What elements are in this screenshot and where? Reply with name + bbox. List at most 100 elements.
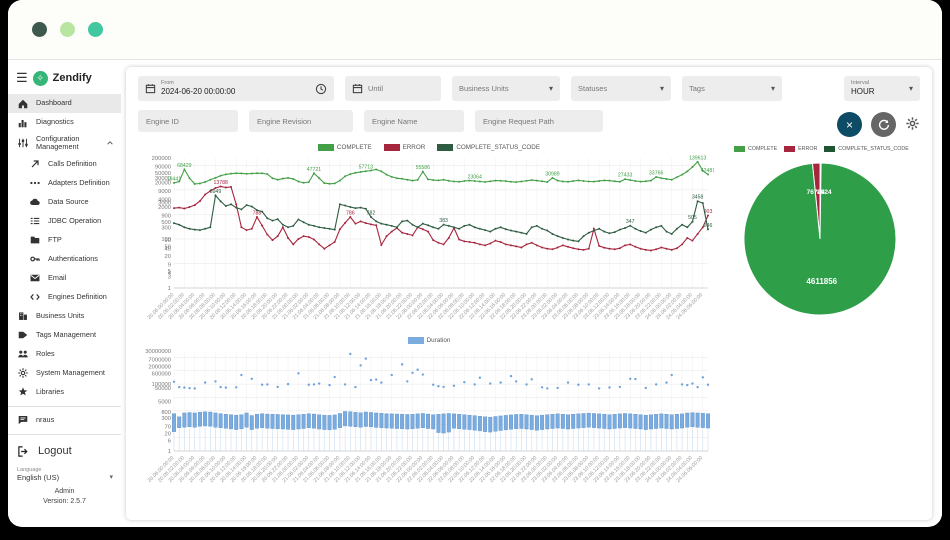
svg-text:246: 246 (704, 223, 713, 229)
engine-name-input[interactable] (364, 110, 464, 132)
sidebar-item-label: FTP (48, 235, 62, 245)
sidebar-item-authentications[interactable]: Authentications (8, 250, 121, 269)
svg-text:50000: 50000 (155, 171, 171, 177)
sidebar-item-tags-management[interactable]: Tags Management (8, 326, 121, 345)
svg-text:9000: 9000 (158, 189, 171, 195)
sidebar-item-adapters-definition[interactable]: Adapters Definition (8, 174, 121, 193)
engine-revision-input[interactable] (249, 110, 353, 132)
engine-id-input[interactable] (138, 110, 238, 132)
tags-select[interactable]: Tags ▾ (682, 76, 782, 101)
home-icon (18, 99, 28, 108)
svg-text:47721: 47721 (307, 167, 322, 173)
language-select[interactable]: Language English (US) ▾ (8, 462, 121, 484)
cloud-icon (30, 198, 40, 206)
menu-icon[interactable]: ☰ (16, 70, 28, 85)
svg-text:383: 383 (439, 218, 448, 224)
app-version: Version: 2.5.7 (43, 498, 86, 506)
sidebar-item-ftp[interactable]: FTP (8, 231, 121, 250)
sidebar-item-libraries[interactable]: Libraries (8, 383, 121, 402)
language-label: Language (17, 466, 42, 473)
settings-gear-button[interactable] (905, 116, 920, 134)
sidebar-item-business-units[interactable]: Business Units (8, 307, 121, 326)
from-datetime-field[interactable]: From 2024-06-20 00:00:00 (138, 76, 334, 101)
sidebar-item-label: Adapters Definition (48, 178, 110, 188)
legend-item-complete_status_code[interactable]: COMPLETE_STATUS_CODE (824, 146, 909, 152)
zendify-logo-icon: ✧ (32, 70, 48, 86)
sidebar-item-label: Email (48, 273, 67, 283)
legend-item-complete[interactable]: COMPLETE (734, 146, 777, 152)
svg-text:20: 20 (165, 254, 171, 260)
until-datetime-field[interactable]: Until (345, 76, 441, 101)
sidebar-item-jdbc-operation[interactable]: JDBC Operation (8, 212, 121, 231)
sidebar-item-calls-definition[interactable]: Calls Definition (8, 155, 121, 174)
sidebar-item-data-source[interactable]: Data Source (8, 193, 121, 212)
svg-text:30000: 30000 (155, 176, 171, 182)
sidebar-item-diagnostics[interactable]: Diagnostics (8, 113, 121, 132)
interval-select[interactable]: Interval HOUR ▾ (844, 76, 920, 101)
clear-filters-button[interactable]: × (837, 112, 862, 137)
legend-item-error[interactable]: ERROR (784, 146, 817, 152)
sidebar-item-label: Dashboard (36, 98, 72, 108)
legend-swatch (383, 143, 400, 151)
logout-button[interactable]: Logout (8, 439, 121, 462)
divider (8, 405, 121, 407)
svg-text:139613: 139613 (689, 155, 706, 161)
sidebar-item-label: System Management (36, 368, 105, 378)
svg-text:786: 786 (346, 210, 355, 216)
sidebar-item-engines-definition[interactable]: Engines Definition (8, 288, 121, 307)
sidebar-item-label: Tags Management (36, 330, 97, 340)
list-icon (30, 218, 40, 225)
sliders-icon (18, 139, 28, 148)
sidebar-item-label: Authentications (48, 254, 98, 264)
svg-text:4: 4 (168, 271, 172, 277)
clock-icon[interactable] (315, 83, 327, 95)
tag-icon (18, 332, 28, 339)
svg-text:7000000: 7000000 (148, 357, 171, 363)
close-icon: × (845, 117, 853, 132)
statuses-select[interactable]: Statuses ▾ (571, 76, 671, 101)
sidebar-item-system-management[interactable]: System Management (8, 364, 121, 383)
dashboard-card: From 2024-06-20 00:00:00 Until Business U… (126, 67, 932, 520)
svg-text:300: 300 (161, 416, 171, 422)
app-name: Zendify (52, 72, 92, 84)
svg-text:9: 9 (168, 263, 171, 269)
refresh-button[interactable] (871, 112, 896, 137)
svg-text:782: 782 (367, 211, 376, 217)
puzzle-icon (18, 387, 28, 396)
business-units-select[interactable]: Business Units ▾ (452, 76, 560, 101)
window-dot-3[interactable] (88, 22, 103, 37)
sidebar-item-label: Engines Definition (48, 292, 107, 302)
sidebar-item-label: Roles (36, 349, 55, 359)
legend-item-complete_status_code[interactable]: COMPLETE_STATUS_CODE (437, 143, 541, 151)
svg-text:3458: 3458 (692, 195, 704, 201)
main-line-chart: 2000009000050000300002000090004000300020… (147, 155, 714, 321)
chevron-up-icon (107, 141, 113, 145)
svg-text:27433: 27433 (618, 173, 633, 179)
window-dot-1[interactable] (32, 22, 47, 37)
sidebar-item-roles[interactable]: Roles (8, 345, 121, 364)
sidebar-item-dashboard[interactable]: Dashboard (8, 94, 121, 113)
svg-text:1: 1 (168, 449, 171, 455)
chevron-down-icon: ▾ (109, 473, 113, 481)
svg-text:76724: 76724 (807, 189, 825, 196)
logout-label: Logout (38, 445, 72, 458)
sidebar-item-nraus[interactable]: nraus (8, 411, 121, 430)
legend-item-duration[interactable]: Duration (407, 336, 450, 344)
until-placeholder: Until (368, 84, 384, 93)
svg-text:600000: 600000 (152, 372, 171, 378)
sidebar-nav: Dashboard Diagnostics Configuration Manage… (8, 94, 121, 430)
sidebar-item-configuration-management[interactable]: Configuration Management (8, 132, 121, 155)
legend-item-error[interactable]: ERROR (383, 143, 425, 151)
legend-swatch (824, 146, 836, 152)
svg-text:30989: 30989 (545, 171, 560, 177)
engine-request-path-input[interactable] (475, 110, 603, 132)
svg-text:55586: 55586 (416, 165, 431, 171)
legend-label: COMPLETE_STATUS_CODE (456, 143, 541, 151)
sidebar-item-label: Configuration Management (36, 134, 80, 152)
svg-text:5000: 5000 (158, 400, 171, 406)
legend-item-complete[interactable]: COMPLETE (317, 143, 372, 151)
svg-text:900: 900 (161, 214, 171, 220)
svg-text:300: 300 (161, 225, 171, 231)
sidebar-item-email[interactable]: Email (8, 269, 121, 288)
window-dot-2[interactable] (60, 22, 75, 37)
